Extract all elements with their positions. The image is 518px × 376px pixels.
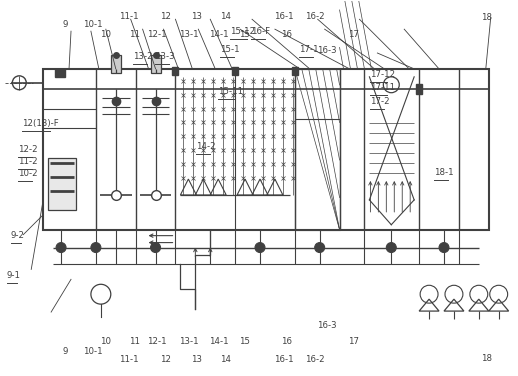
Text: 9: 9 <box>62 347 67 356</box>
Text: 10: 10 <box>100 337 111 346</box>
Polygon shape <box>292 67 298 75</box>
Circle shape <box>91 243 101 253</box>
Text: 16-1: 16-1 <box>275 12 294 21</box>
Text: 16: 16 <box>281 337 292 346</box>
Text: 13-2: 13-2 <box>133 52 152 61</box>
Text: 15: 15 <box>239 30 250 39</box>
Text: 14: 14 <box>220 12 232 21</box>
Text: 16-2: 16-2 <box>306 12 325 21</box>
Polygon shape <box>416 84 422 94</box>
Text: 16-F: 16-F <box>251 27 270 36</box>
Bar <box>48 158 76 210</box>
Text: 18: 18 <box>481 12 492 21</box>
Text: 11-1: 11-1 <box>119 12 138 21</box>
Text: 15-12: 15-12 <box>229 27 255 36</box>
Text: 9-2: 9-2 <box>11 231 25 240</box>
Text: 16-2: 16-2 <box>306 355 325 364</box>
Text: 13: 13 <box>191 12 202 21</box>
Text: 13-1: 13-1 <box>179 30 199 39</box>
Bar <box>151 55 161 73</box>
Text: 16-1: 16-1 <box>275 355 294 364</box>
Text: 11-2: 11-2 <box>18 157 37 165</box>
Text: 12-1: 12-1 <box>147 30 167 39</box>
Text: 10: 10 <box>100 30 111 39</box>
Text: 14: 14 <box>220 355 232 364</box>
Text: 17-2: 17-2 <box>370 97 390 106</box>
Text: 10-1: 10-1 <box>83 347 103 356</box>
Bar <box>111 55 121 73</box>
Text: 14-1: 14-1 <box>209 337 228 346</box>
Text: 16: 16 <box>281 30 292 39</box>
Circle shape <box>386 243 396 253</box>
Text: 14-2: 14-2 <box>196 143 216 152</box>
Circle shape <box>151 243 161 253</box>
Polygon shape <box>55 69 65 77</box>
Text: 17-12: 17-12 <box>370 70 395 79</box>
Polygon shape <box>172 67 178 75</box>
Text: 13: 13 <box>191 355 202 364</box>
Text: 12-1: 12-1 <box>147 337 167 346</box>
Text: 10-1: 10-1 <box>83 20 103 29</box>
Text: 11: 11 <box>129 30 140 39</box>
Text: 18: 18 <box>481 355 492 364</box>
Text: 12: 12 <box>160 355 171 364</box>
Text: 16-3: 16-3 <box>317 321 337 330</box>
Text: 17: 17 <box>348 30 358 39</box>
Polygon shape <box>232 67 238 75</box>
Text: 16-3: 16-3 <box>317 46 337 55</box>
Circle shape <box>315 243 325 253</box>
Text: 10-2: 10-2 <box>18 168 37 177</box>
Text: 15-11: 15-11 <box>218 87 243 96</box>
Bar <box>43 69 489 230</box>
Text: 9-1: 9-1 <box>7 271 21 280</box>
Text: 11: 11 <box>129 337 140 346</box>
Text: 17: 17 <box>348 337 358 346</box>
Text: 12-2: 12-2 <box>18 145 37 154</box>
Text: 17-11: 17-11 <box>370 83 395 92</box>
Text: 9: 9 <box>62 20 67 29</box>
Text: 11-1: 11-1 <box>119 355 138 364</box>
Text: 14-1: 14-1 <box>209 30 228 39</box>
Text: 12(13)-F: 12(13)-F <box>22 119 59 128</box>
Circle shape <box>255 243 265 253</box>
Text: 13-3: 13-3 <box>155 52 175 61</box>
Text: 15-1: 15-1 <box>220 45 240 54</box>
Text: 17-1: 17-1 <box>299 45 319 54</box>
Text: 18-1: 18-1 <box>434 168 454 177</box>
Text: 13-1: 13-1 <box>179 337 199 346</box>
Circle shape <box>439 243 449 253</box>
Circle shape <box>56 243 66 253</box>
Bar <box>295 69 340 230</box>
Text: 15: 15 <box>239 337 250 346</box>
Text: 12: 12 <box>160 12 171 21</box>
